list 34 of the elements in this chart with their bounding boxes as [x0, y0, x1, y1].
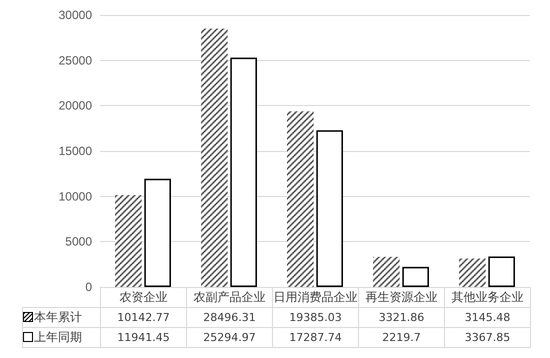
x-tick-label: 农资企业 — [100, 288, 186, 308]
y-tick-label: 15000 — [58, 144, 92, 158]
bar — [459, 258, 486, 287]
data-label: 28496.31 — [186, 308, 272, 328]
data-label: 3145.48 — [444, 308, 530, 328]
bar — [316, 130, 343, 287]
data-label: 3321.86 — [358, 308, 444, 328]
bar — [201, 28, 228, 287]
data-label: 10142.77 — [100, 308, 186, 328]
data-label: 11941.45 — [100, 328, 186, 348]
y-tick-label: 0 — [85, 280, 92, 294]
y-tick-label: 25000 — [58, 53, 92, 68]
bar — [144, 178, 171, 287]
x-tick-label: 再生资源企业 — [358, 288, 444, 308]
bar — [402, 266, 429, 287]
bar — [373, 256, 400, 287]
bar — [230, 58, 257, 287]
data-label: 2219.7 — [358, 328, 444, 348]
legend-label: 上年同期 — [22, 328, 100, 348]
x-tick-label: 农副产品企业 — [186, 288, 272, 308]
y-tick-label: 10000 — [58, 189, 92, 204]
data-label: 25294.97 — [186, 328, 272, 348]
bar — [287, 111, 314, 287]
x-tick-label: 日用消费品企业 — [272, 288, 358, 308]
bar — [488, 256, 515, 287]
y-tick-label: 5000 — [65, 234, 92, 249]
y-tick-label: 30000 — [58, 8, 92, 22]
x-tick-label: 其他业务企业 — [444, 288, 530, 308]
y-tick-label: 20000 — [58, 98, 92, 113]
legend-label: 本年累计 — [22, 308, 100, 328]
data-label: 17287.74 — [272, 328, 358, 348]
data-label: 19385.03 — [272, 308, 358, 328]
bar — [115, 195, 142, 287]
data-label: 3367.85 — [444, 328, 530, 348]
